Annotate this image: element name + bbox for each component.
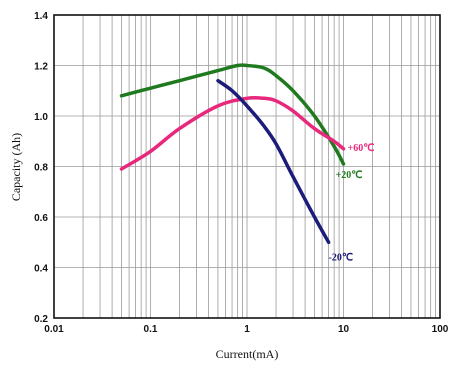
x-tick-label: 10: [338, 324, 350, 335]
y-tick-label: 0.6: [34, 213, 48, 224]
y-tick-label: 0.8: [34, 163, 48, 174]
x-tick-label: 0.1: [144, 324, 158, 335]
series-label: -20℃: [329, 252, 354, 263]
x-axis-label: Current(mA): [216, 347, 279, 361]
tick-labels: 0.01 0.1 1 10 100 0.2 0.4 0.6 0.8 1.0 1.2 1.4: [34, 11, 449, 335]
x-tick-label: 100: [432, 324, 449, 335]
series-label: +60℃: [348, 143, 375, 154]
plot-frame: [53, 14, 441, 319]
y-tick-label: 0.2: [34, 314, 48, 325]
x-tick-label: 0.01: [44, 324, 64, 335]
y-tick-label: 1.4: [34, 11, 48, 22]
series-labels: +20℃ +60℃ -20℃: [329, 143, 375, 263]
y-axis-label: Capacity (Ah): [9, 133, 23, 201]
y-tick-label: 1.0: [34, 112, 48, 123]
series-label: +20℃: [336, 170, 363, 181]
series-line: [119, 95, 346, 171]
y-tick-label: 0.4: [34, 264, 48, 275]
series-line: [216, 78, 331, 245]
y-tick-label: 1.2: [34, 62, 48, 73]
series-line: [119, 63, 346, 166]
x-tick-label: 1: [244, 324, 250, 335]
grid-lines: [54, 15, 440, 318]
series-lines: [119, 63, 346, 245]
